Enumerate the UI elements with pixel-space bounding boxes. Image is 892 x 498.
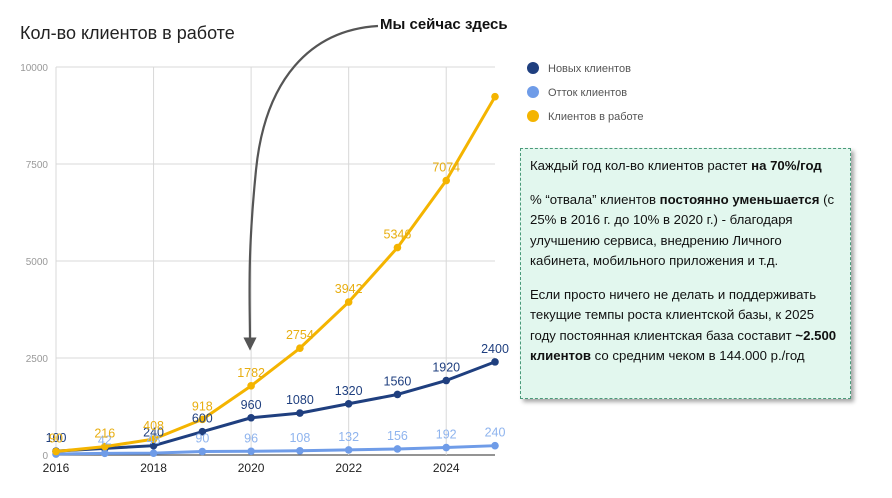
data-label: 240 bbox=[485, 426, 506, 440]
x-tick-label: 2018 bbox=[140, 461, 167, 475]
data-label: 240 bbox=[143, 426, 164, 440]
legend-marker bbox=[527, 86, 539, 98]
data-label: 216 bbox=[94, 427, 115, 441]
data-point bbox=[149, 441, 158, 450]
series-line bbox=[55, 360, 496, 453]
legend-marker bbox=[527, 62, 539, 74]
note-text: (с 25% в 2016 г. до 10% в 2020 г.) - бла… bbox=[530, 191, 835, 269]
data-label: 100 bbox=[46, 431, 67, 445]
note-bold: на 70%/год bbox=[751, 158, 822, 173]
series-line bbox=[55, 95, 497, 454]
note-bold: постоянно уменьшается bbox=[659, 191, 820, 207]
data-point bbox=[491, 358, 499, 366]
data-label: 1560 bbox=[384, 374, 412, 388]
data-point bbox=[344, 446, 353, 454]
data-label: 1920 bbox=[432, 361, 460, 375]
y-axis-ticks: 0 2500 5000 7500 10000 bbox=[20, 63, 48, 462]
data-label: 132 bbox=[338, 430, 359, 444]
data-point bbox=[344, 399, 353, 408]
y-tick-label: 0 bbox=[42, 451, 48, 462]
y-tick-label: 10000 bbox=[20, 63, 48, 74]
x-tick-label: 2024 bbox=[433, 461, 460, 475]
data-label: 108 bbox=[289, 431, 310, 445]
data-point bbox=[296, 344, 304, 352]
data-label: 918 bbox=[192, 399, 213, 413]
data-point bbox=[247, 447, 255, 456]
legend-label: Отток клиентов bbox=[548, 87, 627, 99]
data-label: 3942 bbox=[335, 282, 363, 296]
data-label: 48 bbox=[147, 433, 161, 447]
chart-series bbox=[52, 92, 499, 458]
data-point bbox=[393, 243, 402, 252]
data-point bbox=[149, 449, 158, 457]
data-label: 600 bbox=[192, 412, 213, 426]
data-point bbox=[52, 447, 60, 456]
data-label: 408 bbox=[143, 419, 164, 433]
data-point bbox=[247, 413, 255, 422]
annotation: Мы сейчас здесь bbox=[243, 16, 508, 351]
data-point bbox=[344, 298, 353, 306]
data-point bbox=[442, 443, 451, 452]
note-paragraph-forecast: Если просто ничего не делать и поддержив… bbox=[530, 285, 840, 367]
annotation-arrow bbox=[243, 24, 379, 351]
data-point bbox=[491, 92, 499, 101]
data-point bbox=[393, 390, 402, 399]
data-point bbox=[198, 447, 207, 456]
note-paragraph-growth: Каждый год кол-во клиентов растет на 70%… bbox=[530, 156, 840, 177]
x-tick-label: 2020 bbox=[238, 461, 265, 475]
data-label: 7074 bbox=[432, 161, 460, 175]
data-point bbox=[442, 176, 451, 185]
data-label: 1782 bbox=[237, 366, 265, 380]
chart-title: Кол-во клиентов в работе bbox=[20, 23, 235, 43]
data-label: 90 bbox=[195, 432, 209, 446]
data-point bbox=[100, 442, 109, 451]
data-label: 2400 bbox=[481, 342, 509, 356]
note-text: Если просто ничего не делать и поддержив… bbox=[530, 286, 817, 343]
x-tick-label: 2022 bbox=[335, 461, 362, 475]
data-label: 1080 bbox=[286, 393, 314, 407]
data-label: 42 bbox=[98, 433, 112, 447]
data-label: 192 bbox=[436, 428, 457, 442]
y-tick-label: 7500 bbox=[26, 160, 49, 171]
data-point bbox=[100, 449, 109, 458]
note-paragraph-churn: % “отвала” клиентов постоянно уменьшаетс… bbox=[530, 190, 840, 272]
data-label: 90 bbox=[49, 432, 63, 446]
data-point bbox=[393, 445, 402, 453]
data-point bbox=[149, 435, 158, 443]
legend-label: Новых клиентов bbox=[548, 63, 631, 75]
data-point bbox=[296, 447, 304, 455]
data-point bbox=[198, 427, 207, 436]
legend-label: Клиентов в работе bbox=[548, 111, 643, 123]
chart-grid bbox=[55, 66, 495, 456]
data-point bbox=[247, 382, 255, 390]
y-tick-label: 5000 bbox=[26, 257, 49, 268]
x-tick-label: 2016 bbox=[43, 461, 70, 475]
data-label: 2754 bbox=[286, 328, 314, 342]
note-bold: ~2.500 клиентов bbox=[530, 327, 837, 364]
annotation-label: Мы сейчас здесь bbox=[380, 16, 508, 33]
legend-marker bbox=[527, 110, 539, 122]
data-label: 1320 bbox=[335, 384, 363, 398]
data-label: 96 bbox=[244, 431, 258, 445]
data-labels: 100 240 600 960 1080 1320 1560 1920 2400 42 48 90 96… bbox=[46, 161, 509, 448]
note-text: со средним чеком в 144.000 р./год bbox=[591, 348, 805, 363]
data-point bbox=[198, 415, 207, 424]
data-point bbox=[491, 441, 499, 450]
data-label: 156 bbox=[387, 429, 408, 443]
note-text: % “отвала” клиентов bbox=[530, 191, 660, 207]
note-box: Каждый год кол-во клиентов растет на 70%… bbox=[520, 148, 851, 399]
data-label: 960 bbox=[241, 398, 262, 412]
series-line bbox=[55, 444, 496, 456]
data-point bbox=[442, 376, 451, 385]
note-text: Каждый год кол-во клиентов растет bbox=[530, 158, 752, 173]
data-label: 5346 bbox=[384, 228, 412, 242]
data-point bbox=[296, 409, 304, 417]
legend: Новых клиентов Отток клиентов Клиентов в р… bbox=[527, 62, 643, 123]
y-tick-label: 2500 bbox=[26, 354, 49, 365]
x-axis-ticks: 2016 2018 2020 2022 2024 bbox=[43, 461, 460, 475]
